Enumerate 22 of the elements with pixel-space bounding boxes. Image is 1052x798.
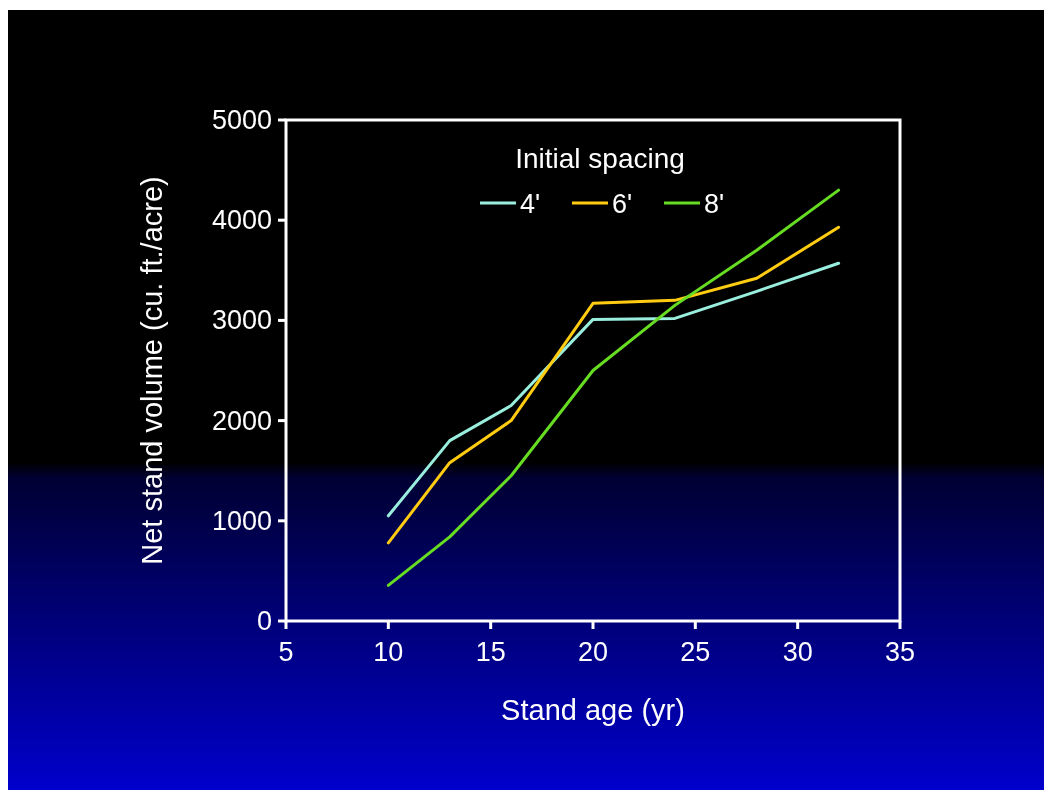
legend-label: 8' — [704, 189, 725, 219]
x-tick-label: 25 — [680, 637, 711, 667]
y-tick-label: 5000 — [211, 105, 272, 135]
y-axis-title: Net stand volume (cu. ft./acre) — [136, 176, 168, 565]
x-tick-label: 35 — [884, 637, 916, 667]
y-tick-label: 1000 — [211, 505, 272, 536]
y-tick-label: 4000 — [211, 205, 272, 236]
x-tick-label: 15 — [475, 637, 506, 667]
y-tick-label: 3000 — [211, 305, 272, 336]
x-tick-label: 10 — [373, 637, 404, 667]
legend-label: 6' — [612, 189, 633, 219]
legend-title: Initial spacing — [515, 143, 685, 174]
x-axis-title: Stand age (yr) — [501, 694, 685, 726]
y-tick-label: 2000 — [211, 405, 272, 436]
y-tick-label: 0 — [256, 606, 272, 636]
line-series — [386, 225, 841, 545]
x-tick-label: 30 — [782, 637, 813, 667]
x-tick-label: 5 — [278, 637, 294, 667]
line-series — [386, 188, 841, 587]
legend-label: 4' — [520, 189, 541, 219]
line-series — [386, 261, 841, 518]
x-tick-label: 20 — [577, 637, 609, 667]
